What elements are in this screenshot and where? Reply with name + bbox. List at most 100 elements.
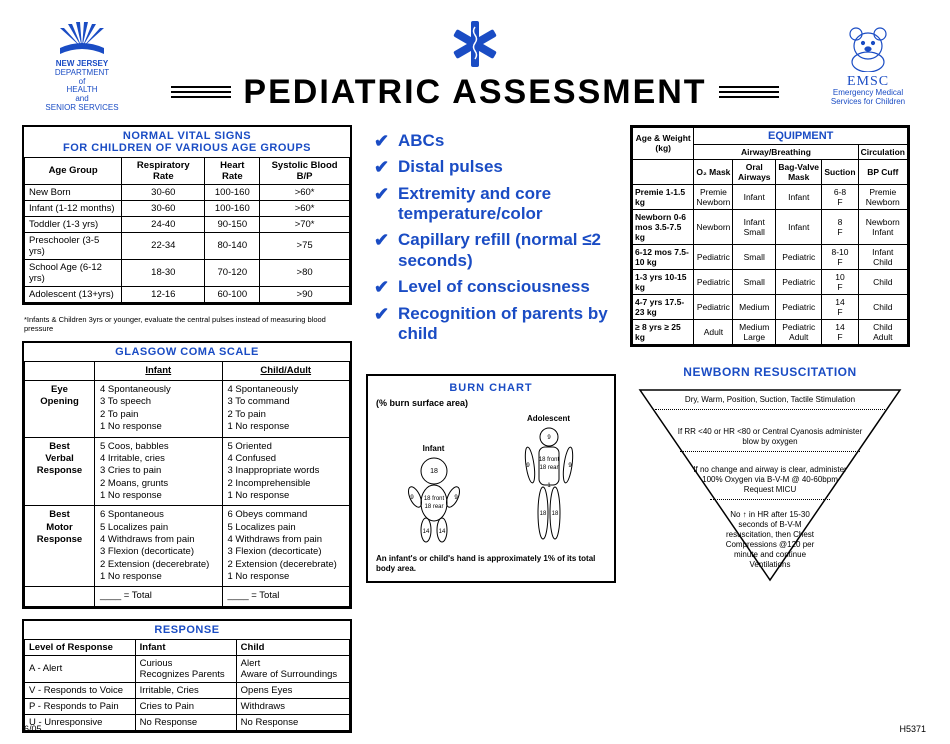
vitals-panel: NORMAL VITAL SIGNS FOR CHILDREN OF VARIO…: [22, 125, 352, 305]
logo-text: NEW JERSEY: [56, 59, 108, 68]
checklist-item: Level of consciousness: [374, 277, 616, 297]
table-cell: Pediatric: [776, 244, 822, 269]
decor-lines: [171, 86, 231, 98]
right-column: Age & Weight (kg) EQUIPMENT Airway/Breat…: [630, 125, 910, 743]
footer-date: 6/05: [24, 724, 42, 734]
assessment-checklist: ABCsDistal pulsesExtremity and core temp…: [374, 131, 616, 345]
table-cell: 12-16: [122, 286, 205, 302]
svg-text:1: 1: [547, 483, 551, 489]
vitals-table: Age Group Respiratory Rate Heart Rate Sy…: [24, 157, 350, 303]
table-cell: AlertAware of Surroundings: [236, 655, 349, 682]
table-cell: V - Responds to Voice: [25, 682, 136, 698]
svg-text:9: 9: [547, 435, 551, 441]
table-cell: Child: [858, 269, 907, 294]
table-cell: NewbornInfant: [858, 209, 907, 244]
table-cell: 5 Coos, babbles4 Irritable, cries3 Cries…: [95, 437, 223, 506]
table-cell: Pediatric: [694, 294, 733, 319]
logo-text: EMSC: [847, 74, 889, 89]
table-cell: A - Alert: [25, 655, 136, 682]
table-cell: 6 Spontaneous5 Localizes pain4 Withdraws…: [95, 506, 223, 587]
vitals-footnote: *Infants & Children 3yrs or younger, eva…: [24, 315, 350, 333]
table-cell: 18-30: [122, 259, 205, 286]
checklist-item: ABCs: [374, 131, 616, 151]
checklist-item: Capillary refill (normal ≤2 seconds): [374, 230, 616, 271]
table-cell: Pediatric: [694, 244, 733, 269]
table-cell: Irritable, Cries: [135, 682, 236, 698]
burn-panel: BURN CHART (% burn surface area) Infant: [366, 374, 616, 583]
table-cell: InfantChild: [858, 244, 907, 269]
table-cell: 60-100: [205, 286, 260, 302]
response-panel: RESPONSE Level of Response Infant Child …: [22, 619, 352, 733]
burn-subtitle: (% burn surface area): [376, 398, 606, 408]
table-cell: 14F: [822, 294, 858, 319]
table-cell: P - Responds to Pain: [25, 698, 136, 714]
burn-label-infant: Infant: [399, 444, 469, 453]
gcs-panel: GLASGOW COMA SCALE Infant Child/Adult Ey…: [22, 341, 352, 609]
svg-text:18 rear: 18 rear: [424, 504, 443, 510]
svg-text:9: 9: [410, 495, 414, 501]
table-cell: 6-12 mos 7.5-10 kg: [633, 244, 694, 269]
burn-label-adolescent: Adolescent: [514, 414, 584, 423]
emsc-logo: EMSC Emergency Medical Services for Chil…: [808, 24, 928, 107]
svg-text:18 front: 18 front: [423, 496, 444, 502]
table-cell: 90-150: [205, 216, 260, 232]
panel-title: GLASGOW COMA SCALE: [24, 343, 350, 361]
panel-title: RESPONSE: [24, 621, 350, 639]
table-cell: CuriousRecognizes Parents: [135, 655, 236, 682]
middle-column: ABCsDistal pulsesExtremity and core temp…: [366, 125, 616, 743]
table-cell: ChildAdult: [858, 319, 907, 344]
table-cell: Medium: [733, 294, 776, 319]
panel-title: NEWBORN RESUSCITATION: [630, 365, 910, 379]
table-cell: 8-10F: [822, 244, 858, 269]
table-cell: ≥ 8 yrs ≥ 25 kg: [633, 319, 694, 344]
resus-step: Dry, Warm, Position, Suction, Tactile St…: [630, 395, 910, 405]
table-cell: 8F: [822, 209, 858, 244]
svg-text:9: 9: [526, 463, 530, 469]
svg-text:18 front: 18 front: [538, 457, 559, 463]
title-block: PEDIATRIC ASSESSMENT: [142, 19, 808, 112]
table-cell: InfantSmall: [733, 209, 776, 244]
panel-title: NORMAL VITAL SIGNS FOR CHILDREN OF VARIO…: [24, 127, 350, 157]
table-cell: PremieNewborn: [858, 184, 907, 209]
response-table: Level of Response Infant Child A - Alert…: [24, 639, 350, 731]
table-cell: Adult: [694, 319, 733, 344]
table-cell: Infant (1-12 months): [25, 200, 122, 216]
table-cell: >60*: [260, 184, 350, 200]
burn-footnote: An infant's or child's hand is approxima…: [376, 554, 606, 573]
table-cell: 100-160: [205, 184, 260, 200]
table-cell: >90: [260, 286, 350, 302]
table-cell: 4 Spontaneously3 To speech2 To pain1 No …: [95, 381, 223, 437]
equipment-table: Age & Weight (kg) EQUIPMENT Airway/Breat…: [632, 127, 908, 345]
resuscitation-panel: NEWBORN RESUSCITATION Dry, Warm, Positio…: [630, 365, 910, 585]
table-cell: Infant: [733, 184, 776, 209]
svg-text:18: 18: [430, 468, 438, 475]
svg-text:18: 18: [539, 511, 546, 517]
table-cell: 6 Obeys command5 Localizes pain4 Withdra…: [222, 506, 350, 587]
svg-text:14: 14: [438, 529, 445, 535]
table-cell: Infant: [776, 184, 822, 209]
logo-text: SENIOR SERVICES: [45, 104, 118, 113]
table-cell: Small: [733, 269, 776, 294]
table-cell: PremieNewborn: [694, 184, 733, 209]
table-cell: EyeOpening: [25, 381, 95, 437]
table-cell: Opens Eyes: [236, 682, 349, 698]
bear-icon: [840, 24, 896, 72]
table-cell: PediatricAdult: [776, 319, 822, 344]
equipment-panel: Age & Weight (kg) EQUIPMENT Airway/Breat…: [630, 125, 910, 347]
gcs-table: Infant Child/Adult EyeOpening4 Spontaneo…: [24, 361, 350, 607]
table-cell: Newborn: [694, 209, 733, 244]
resus-step: If RR <40 or HR <80 or Central Cyanosis …: [670, 427, 870, 447]
adolescent-body-icon: 9 18 front 18 rear 9 9 18 18 1: [514, 425, 584, 545]
checklist-item: Recognition of parents by child: [374, 304, 616, 345]
left-column: NORMAL VITAL SIGNS FOR CHILDREN OF VARIO…: [22, 125, 352, 743]
table-cell: 22-34: [122, 232, 205, 259]
star-of-life-icon: [450, 19, 500, 69]
table-cell: 5 Oriented4 Confused3 Inappropriate word…: [222, 437, 350, 506]
table-cell: BestVerbal Response: [25, 437, 95, 506]
table-cell: 30-60: [122, 184, 205, 200]
table-cell: 4-7 yrs 17.5-23 kg: [633, 294, 694, 319]
table-cell: No Response: [236, 714, 349, 730]
checklist-item: Distal pulses: [374, 157, 616, 177]
table-cell: 14F: [822, 319, 858, 344]
infant-body-icon: 18 18 front 18 rear 9 9 14 14: [399, 455, 469, 545]
